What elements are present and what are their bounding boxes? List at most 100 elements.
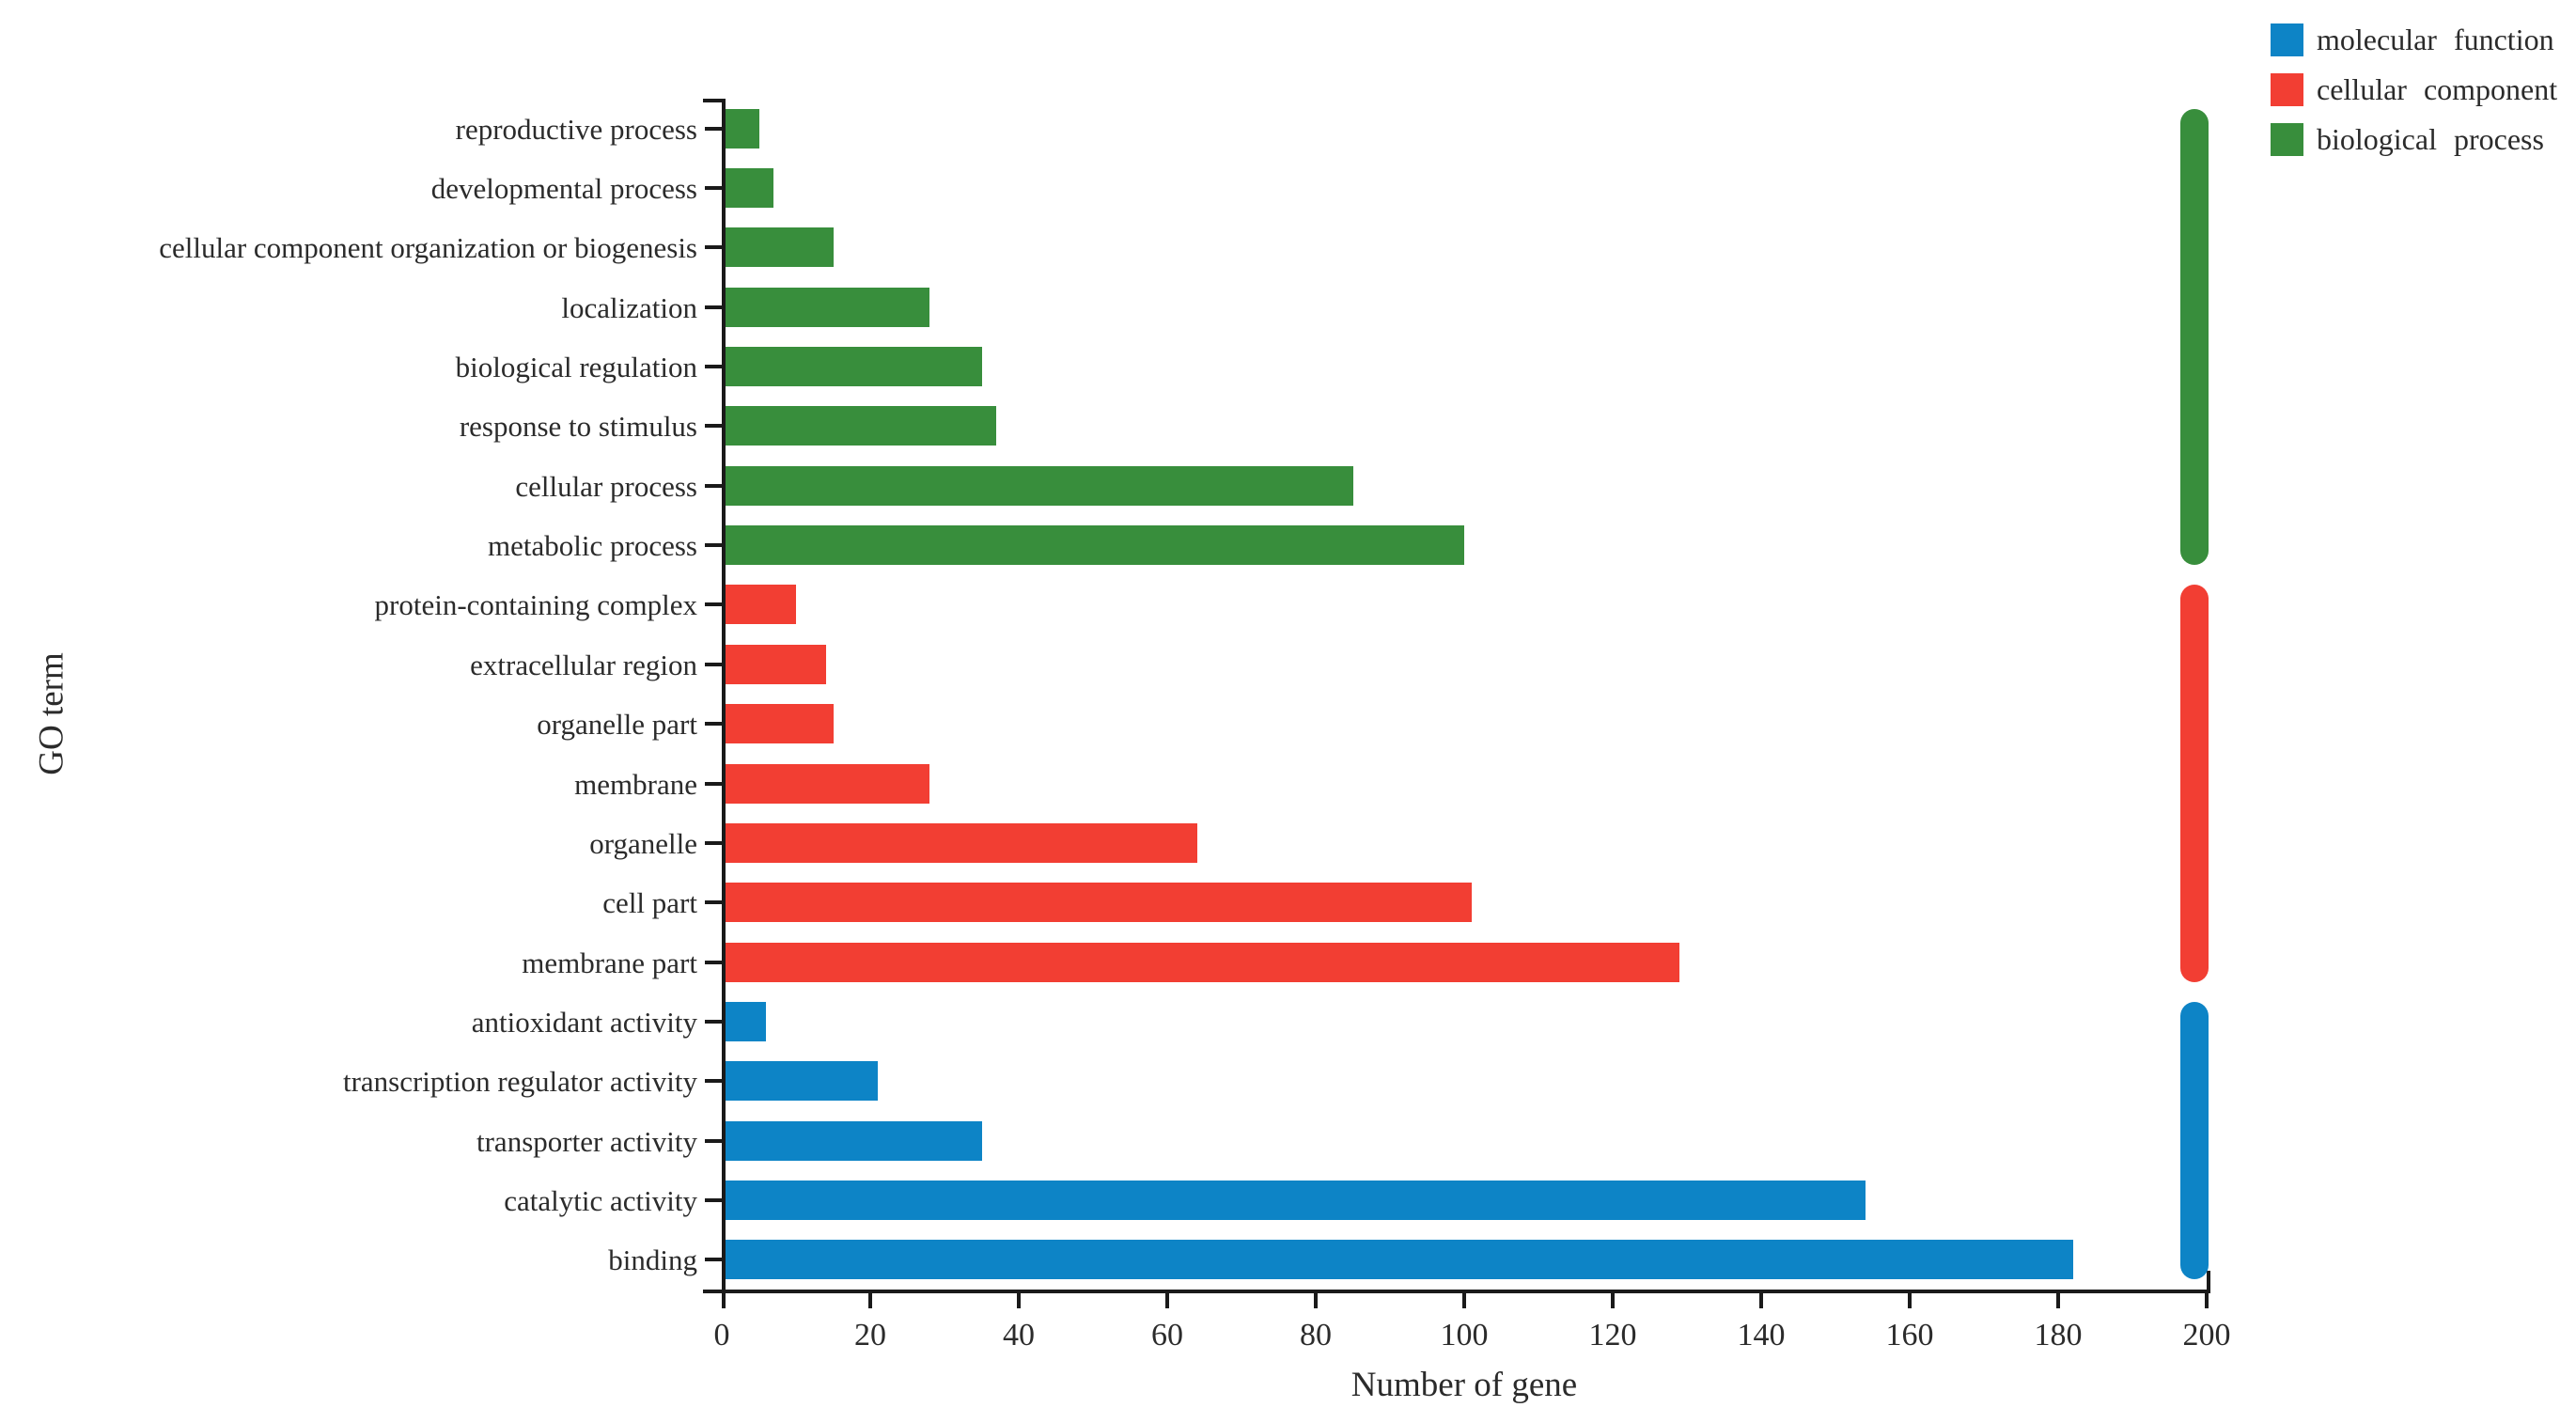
y-tick [705, 543, 722, 548]
legend-label: molecular function [2317, 23, 2554, 56]
bar [726, 1120, 982, 1161]
y-tick [705, 602, 722, 607]
x-tick [1314, 1290, 1318, 1308]
legend-label: biological process [2317, 122, 2544, 156]
x-tick-label: 160 [1885, 1318, 1934, 1353]
y-axis-top-cap [703, 99, 722, 102]
y-tick [705, 305, 722, 309]
bar [726, 465, 1353, 506]
bar-label: developmental process [430, 172, 697, 206]
category-pill-biological-process [2180, 108, 2209, 566]
y-tick [705, 960, 722, 964]
y-tick [705, 662, 722, 666]
y-tick [705, 1197, 722, 1202]
bar-label: cell part [602, 886, 697, 920]
bar-label: membrane [574, 767, 697, 801]
bar [726, 1001, 767, 1041]
bar-label: extracellular region [470, 648, 697, 681]
x-tick-label: 0 [713, 1318, 730, 1353]
bar [726, 525, 1464, 566]
x-tick [1165, 1290, 1169, 1308]
bar-label: organelle [589, 826, 697, 860]
y-tick [705, 1138, 722, 1143]
y-tick [705, 781, 722, 786]
y-axis-title: GO term [32, 652, 71, 775]
y-tick [705, 722, 722, 727]
bar-label: binding [608, 1243, 697, 1277]
x-axis-end-cap [2207, 1271, 2210, 1293]
y-tick [705, 1079, 722, 1084]
bar [726, 287, 930, 327]
bar-label: biological regulation [455, 351, 697, 384]
bar [726, 1061, 878, 1102]
legend-label: cellular component [2317, 72, 2558, 106]
x-tick [1017, 1290, 1021, 1308]
bar [726, 883, 1472, 923]
x-axis-line [703, 1290, 2210, 1293]
x-tick-label: 120 [1588, 1318, 1637, 1353]
x-axis-title: Number of gene [1350, 1366, 1578, 1404]
y-tick [705, 186, 722, 191]
x-tick [1908, 1290, 1912, 1308]
x-tick [1611, 1290, 1615, 1308]
bar [726, 763, 930, 804]
bar [726, 1180, 1866, 1220]
y-tick [705, 900, 722, 905]
x-tick-label: 60 [1151, 1318, 1183, 1353]
bar-label: response to stimulus [459, 410, 697, 444]
x-tick-label: 100 [1440, 1318, 1489, 1353]
bar [726, 227, 834, 268]
y-axis-line [722, 99, 726, 1308]
bar-label: cellular component organization or bioge… [159, 231, 697, 265]
x-tick-label: 80 [1300, 1318, 1332, 1353]
y-tick [705, 424, 722, 429]
bar [726, 347, 982, 387]
bar-label: organelle part [537, 708, 697, 742]
x-tick-label: 40 [1003, 1318, 1035, 1353]
category-pill-cellular-component [2180, 585, 2209, 982]
bar [726, 704, 834, 744]
bar [726, 585, 796, 625]
y-tick [705, 840, 722, 845]
bar-label: catalytic activity [504, 1183, 697, 1217]
legend-item: molecular function [2271, 21, 2554, 58]
bar-label: cellular process [515, 469, 697, 503]
category-pill-molecular-function [2180, 1001, 2209, 1280]
y-tick [705, 1258, 722, 1262]
bar-label: membrane part [522, 946, 697, 979]
x-tick [1759, 1290, 1763, 1308]
y-tick [705, 365, 722, 369]
bar [726, 1240, 2073, 1280]
bar-label: transporter activity [476, 1124, 697, 1158]
bar-label: protein-containing complex [374, 588, 697, 622]
bar-label: reproductive process [455, 112, 697, 146]
x-tick-label: 200 [2182, 1318, 2231, 1353]
x-tick [868, 1290, 872, 1308]
bar-label: antioxidant activity [471, 1005, 697, 1039]
x-tick-label: 20 [854, 1318, 886, 1353]
y-tick [705, 483, 722, 488]
bar-label: transcription regulator activity [342, 1065, 697, 1099]
bar [726, 168, 774, 209]
bar [726, 822, 1197, 863]
y-tick [705, 1019, 722, 1024]
legend-swatch [2271, 23, 2303, 56]
y-tick [705, 126, 722, 131]
bar [726, 644, 826, 684]
x-tick [2056, 1290, 2060, 1308]
bar [726, 406, 997, 446]
x-tick [2205, 1290, 2209, 1308]
x-tick-label: 180 [2034, 1318, 2083, 1353]
legend-item: biological process [2271, 120, 2544, 158]
bar-label: localization [561, 290, 697, 324]
legend-item: cellular component [2271, 70, 2557, 108]
legend-swatch [2271, 122, 2303, 156]
x-tick-label: 140 [1737, 1318, 1786, 1353]
x-tick [1462, 1290, 1466, 1308]
legend-swatch [2271, 72, 2303, 106]
bar [726, 108, 759, 149]
bar [726, 942, 1680, 982]
bar-label: metabolic process [488, 529, 697, 563]
y-tick [705, 245, 722, 250]
